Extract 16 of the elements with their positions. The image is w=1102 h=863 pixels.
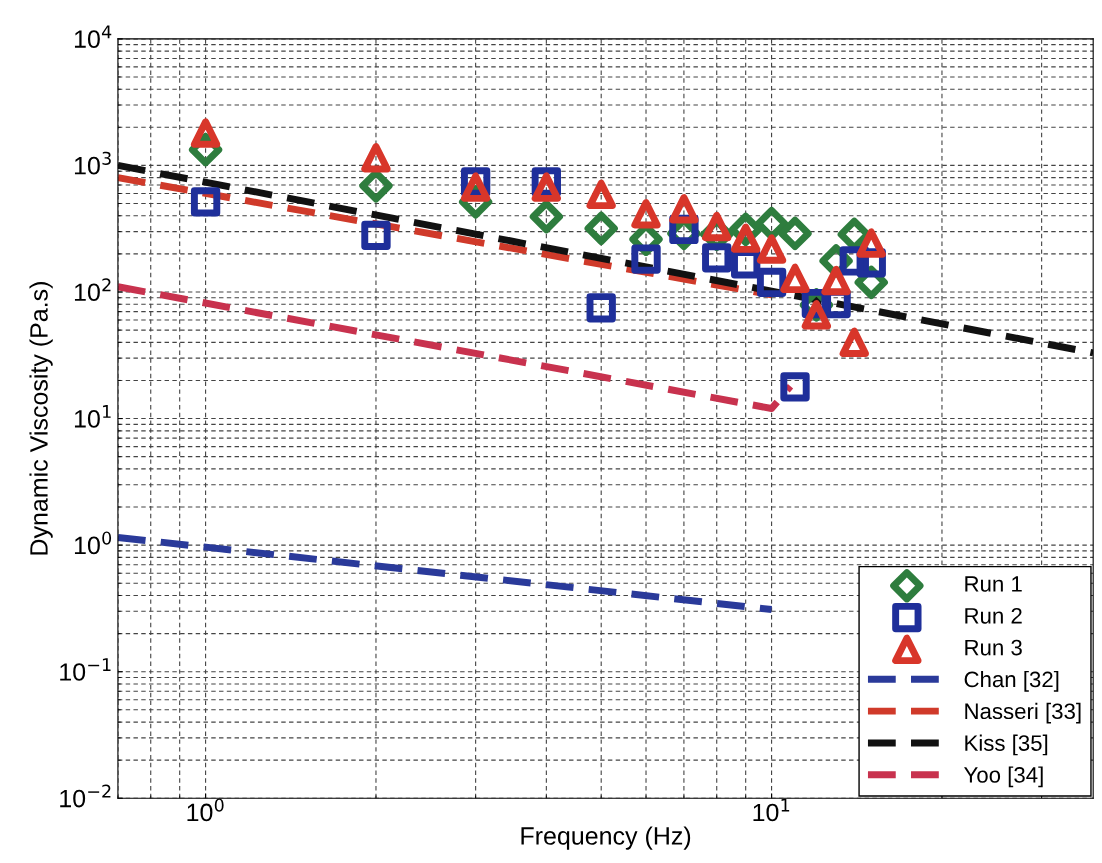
y-tick-label: 10$^{4}$ <box>74 25 112 48</box>
y-axis-title: Dynamic Viscosity (Pa.s) <box>29 282 53 555</box>
y-tick-label: 10$^{0}$ <box>74 531 112 555</box>
y-tick-label: 10$^{−1}$ <box>60 658 111 681</box>
y-tick-label: 10$^{1}$ <box>74 405 111 428</box>
legend-label: Yoo [34] <box>964 766 1043 788</box>
y-tick-label: 10$^{−2}$ <box>60 784 111 808</box>
legend-label: Chan [32] <box>964 670 1059 692</box>
legend-label: Nasseri [33] <box>965 702 1081 724</box>
legend-label: Kiss [35] <box>965 734 1048 756</box>
y-tick-label: 10$^{3}$ <box>74 151 111 175</box>
legend-label: Run 2 <box>965 607 1022 624</box>
y-tick-label: 10$^{2}$ <box>74 278 111 302</box>
x-axis-title: Frequency (Hz) <box>521 826 691 850</box>
legend-label: Run 1 <box>965 576 1022 592</box>
legend-label: Run 3 <box>965 639 1022 656</box>
